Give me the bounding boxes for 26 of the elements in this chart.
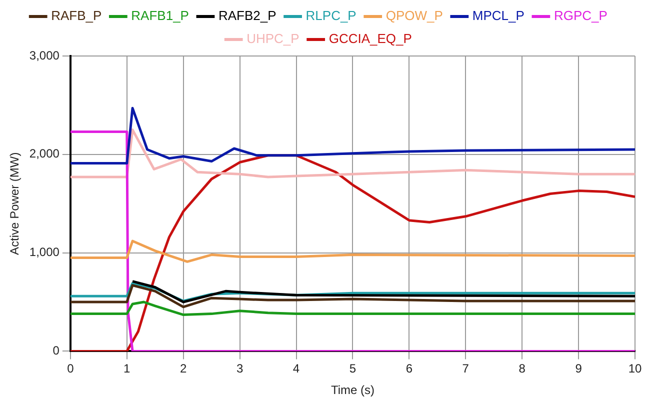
x-tick-label: 3 [236,362,244,376]
legend-label: GCCIA_EQ_P [328,31,412,46]
x-tick-label: 4 [292,362,300,376]
x-tick-label: 9 [575,362,582,376]
legend-label: QPOW_P [386,8,443,24]
legend-label: RLPC_P [306,8,356,24]
legend-label: UHPC_P [246,31,300,46]
x-tick-label: 0 [67,362,74,376]
x-tick-label: 5 [349,362,356,376]
legend-label: RGPC_P [554,8,608,24]
x-axis-title: Time (s) [330,383,374,398]
y-axis-title: Active Power (MW) [8,152,22,255]
x-tick-label: 6 [406,362,413,376]
y-tick-label: 2,000 [29,146,60,161]
y-tick-label: 3,000 [29,48,60,62]
y-tick-label: 1,000 [29,245,60,260]
x-tick-label: 8 [518,362,526,376]
legend-label: MPCL_P [472,8,524,24]
x-tick-label: 7 [462,362,470,376]
x-tick-label: 1 [124,362,131,376]
x-tick-label: 10 [628,362,642,376]
y-tick-label: 0 [52,344,60,358]
legend-label: RAFB_P [51,8,102,24]
legend-label: RAFB2_P [218,8,276,24]
legend-label: RAFB1_P [131,8,189,24]
x-tick-label: 2 [180,362,187,376]
